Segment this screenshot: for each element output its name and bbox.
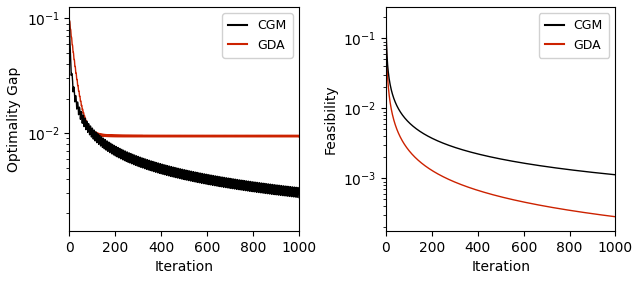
GDA [269, 134, 276, 137]
GDA [295, 135, 303, 139]
GDA [561, 208, 568, 211]
X-axis label: Iteration: Iteration [155, 260, 214, 274]
X-axis label: Iteration: Iteration [471, 260, 531, 274]
CGM [382, 16, 390, 19]
CGM [396, 110, 404, 113]
GDA [244, 135, 252, 139]
GDA [570, 209, 577, 212]
Legend: CGM, GDA: CGM, GDA [222, 13, 292, 58]
CGM [253, 191, 260, 194]
GDA [278, 135, 286, 139]
CGM [561, 167, 568, 171]
Y-axis label: Feasibility: Feasibility [323, 84, 337, 154]
GDA [612, 215, 620, 218]
CGM [295, 196, 303, 199]
Line: CGM: CGM [69, 21, 299, 198]
GDA [65, 19, 73, 23]
Y-axis label: Optimality Gap: Optimality Gap [7, 66, 21, 171]
Line: CGM: CGM [386, 17, 616, 175]
GDA [396, 135, 404, 138]
GDA [66, 19, 74, 22]
GDA [113, 135, 120, 139]
CGM [79, 114, 87, 118]
CGM [244, 180, 252, 183]
GDA [284, 134, 292, 137]
CGM [570, 168, 577, 172]
GDA [585, 212, 593, 215]
CGM [585, 170, 593, 174]
CGM [429, 137, 436, 140]
CGM [612, 173, 620, 176]
GDA [253, 134, 260, 137]
CGM [284, 191, 291, 194]
Legend: CGM, GDA: CGM, GDA [539, 13, 609, 58]
CGM [112, 145, 120, 149]
Line: GDA: GDA [69, 21, 299, 137]
CGM [600, 172, 608, 175]
GDA [600, 214, 608, 217]
GDA [429, 169, 436, 173]
GDA [80, 111, 88, 114]
GDA [382, 16, 390, 19]
CGM [65, 19, 73, 23]
CGM [268, 183, 276, 186]
Line: GDA: GDA [386, 17, 616, 217]
